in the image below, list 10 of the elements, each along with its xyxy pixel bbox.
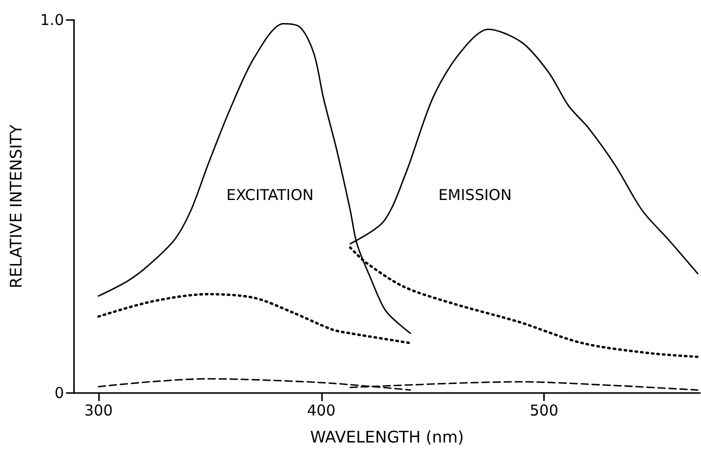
annotation: EXCITATION xyxy=(226,186,314,204)
x-tick-label: 400 xyxy=(306,402,336,420)
annotation: EMISSION xyxy=(438,186,512,204)
x-tick-label: 500 xyxy=(530,402,558,420)
x-axis-title: WAVELENGTH (nm) xyxy=(310,428,464,446)
line-series xyxy=(97,292,412,344)
x-tick-label: 300 xyxy=(84,402,113,420)
y-axis-title: RELATIVE INTENSITY xyxy=(6,124,26,288)
y-tick-label: 0 xyxy=(54,384,64,402)
y-tick-label: 1.0 xyxy=(40,11,64,29)
